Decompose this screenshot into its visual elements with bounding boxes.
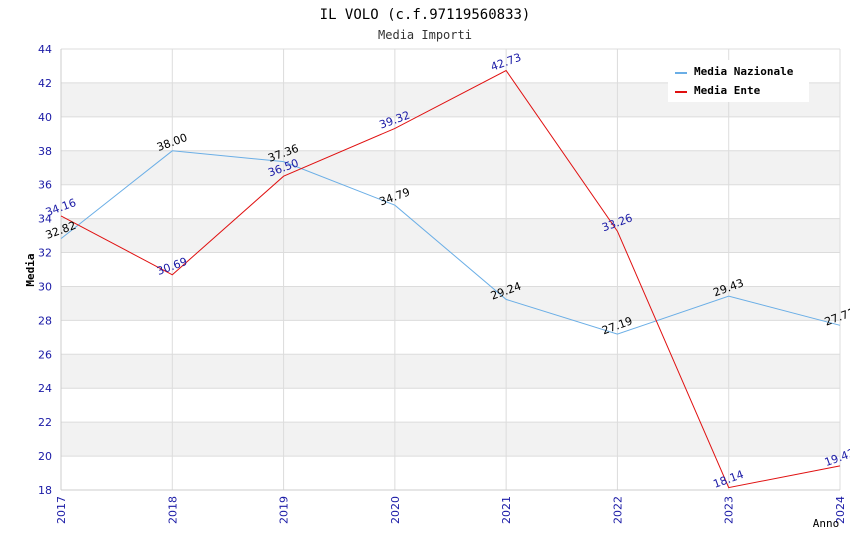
grid-band [61, 218, 840, 253]
series-lines [60, 69, 841, 489]
y-tick-label: 30 [38, 280, 52, 293]
legend-label-ente: Media Ente [694, 84, 761, 97]
y-tick-label: 44 [38, 43, 52, 56]
x-tick-label: 2018 [166, 496, 179, 524]
legend-background [668, 60, 809, 102]
grid-band [61, 286, 840, 321]
y-tick-label: 18 [38, 484, 52, 497]
chart-title: IL VOLO (c.f.97119560833) [320, 7, 531, 23]
legend-label-nazionale: Media Nazionale [694, 65, 794, 78]
y-axis-ticks: 18 20 22 24 26 28 30 32 34 36 38 40 42 44 [38, 43, 52, 497]
x-tick-label: 2024 [834, 496, 847, 524]
y-axis-title: Media [24, 253, 37, 286]
x-tick-label: 2021 [500, 496, 513, 524]
y-tick-label: 42 [38, 77, 52, 90]
x-tick-label: 2017 [55, 496, 68, 524]
y-tick-label: 40 [38, 111, 52, 124]
y-tick-label: 24 [38, 382, 52, 395]
y-tick-label: 20 [38, 450, 52, 463]
grid-lines [60, 48, 841, 491]
y-tick-label: 22 [38, 416, 52, 429]
grid-band [61, 150, 840, 185]
x-tick-label: 2019 [278, 496, 291, 524]
x-tick-label: 2020 [389, 496, 402, 524]
series-line-ente [60, 69, 841, 489]
y-tick-label: 38 [38, 145, 52, 158]
y-tick-label: 32 [38, 247, 52, 260]
x-tick-label: 2023 [723, 496, 736, 524]
grid-band [61, 422, 840, 457]
x-tick-label: 2022 [611, 496, 624, 524]
y-tick-label: 34 [38, 213, 52, 226]
y-tick-label: 26 [38, 348, 52, 361]
grid-band [61, 354, 840, 389]
y-tick-label: 36 [38, 179, 52, 192]
legend: Media Nazionale Media Ente [668, 60, 809, 102]
x-axis-ticks: 2017 2018 2019 2020 2021 2022 2023 2024 [55, 496, 847, 524]
y-tick-label: 28 [38, 314, 52, 327]
series-line-nazionale [60, 150, 841, 335]
chart-subtitle: Media Importi [378, 28, 472, 42]
x-axis-title: Anno [813, 517, 840, 530]
